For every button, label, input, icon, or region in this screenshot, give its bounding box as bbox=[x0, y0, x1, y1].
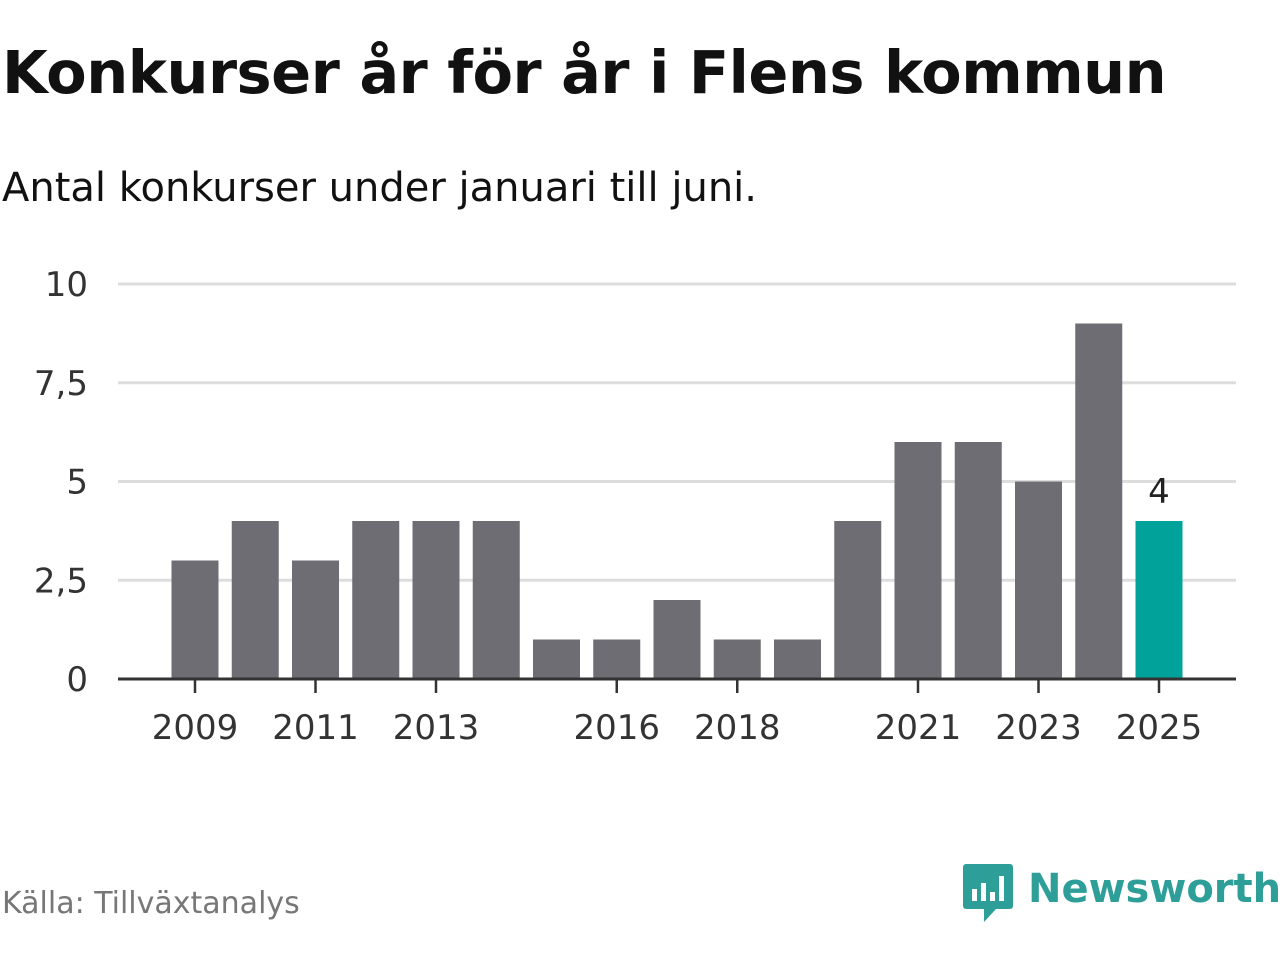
bars bbox=[171, 323, 1183, 679]
x-tick-label: 2011 bbox=[272, 708, 359, 748]
y-tick-label: 5 bbox=[66, 463, 88, 503]
chart-title: Konkurser år för år i Flens kommun bbox=[2, 38, 1167, 107]
bar-2019 bbox=[774, 639, 821, 679]
bar-2022 bbox=[954, 442, 1002, 679]
y-tick-label: 2,5 bbox=[34, 561, 88, 601]
bar-2021 bbox=[894, 442, 942, 679]
bar-2015 bbox=[533, 639, 580, 679]
bar-2016 bbox=[593, 639, 641, 679]
brand-logo[interactable]: Newsworthy bbox=[962, 862, 1280, 932]
bar-2012 bbox=[352, 521, 400, 679]
x-tick-label: 2021 bbox=[875, 708, 962, 748]
x-tick-label: 2025 bbox=[1116, 708, 1203, 748]
bar-2013 bbox=[412, 521, 460, 679]
bar-chart: 0 2,5 5 7,5 10 2009 2011 2013 2016 2018 2021 2023 20… bbox=[34, 265, 1236, 748]
bar-2011 bbox=[292, 560, 339, 679]
x-tick-label: 2016 bbox=[573, 708, 660, 748]
bar-2010 bbox=[231, 521, 279, 679]
bar-2014 bbox=[472, 521, 520, 679]
bar-2023 bbox=[1015, 481, 1062, 679]
data-label: 4 bbox=[1148, 472, 1170, 512]
brand-name: Newsworthy bbox=[1028, 866, 1280, 912]
bar-2018 bbox=[713, 639, 761, 679]
y-tick-label: 0 bbox=[66, 660, 88, 700]
x-tick-label: 2023 bbox=[995, 708, 1082, 748]
bar-2017 bbox=[653, 600, 701, 679]
gridlines bbox=[118, 282, 1236, 582]
y-tick-label: 10 bbox=[45, 265, 88, 305]
x-tick-label: 2009 bbox=[152, 708, 239, 748]
bar-2009 bbox=[171, 560, 219, 679]
x-tick-label: 2013 bbox=[393, 708, 480, 748]
newsworthy-logo-icon bbox=[963, 864, 1013, 922]
bar-2025 bbox=[1135, 521, 1183, 679]
bar-2020 bbox=[834, 521, 882, 679]
labels: 0 2,5 5 7,5 10 2009 2011 2013 2016 2018 2021 2023 20… bbox=[34, 265, 1202, 748]
source-note: Källa: Tillväxtanalys bbox=[2, 886, 300, 921]
x-tick-label: 2018 bbox=[694, 708, 781, 748]
chart-subtitle: Antal konkurser under januari till juni. bbox=[2, 165, 757, 211]
axes bbox=[118, 677, 1236, 693]
y-tick-label: 7,5 bbox=[34, 364, 88, 404]
bar-2024 bbox=[1075, 323, 1123, 679]
